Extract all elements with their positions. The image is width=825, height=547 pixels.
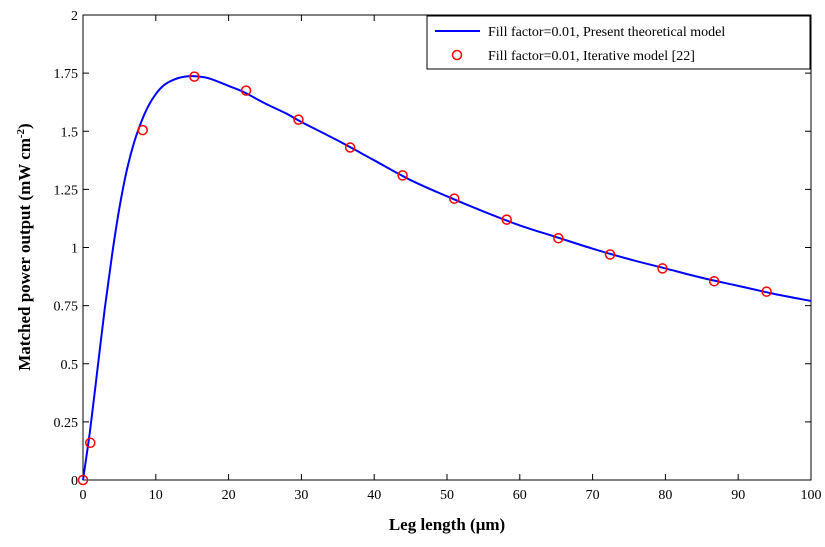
y-tick-label: 0.75 (54, 300, 79, 315)
y-axis-title-main: Matched power output (mW cm (15, 138, 34, 371)
data-point-iterative (761, 286, 772, 297)
legend-marker-swatch (451, 49, 463, 61)
x-tick-label: 80 (658, 488, 672, 503)
data-point-iterative (553, 232, 564, 244)
y-axis-title: Matched power output (mW cm-2) (15, 123, 34, 370)
x-tick-label: 100 (801, 488, 822, 503)
data-point-iterative (137, 124, 148, 136)
x-tick-label: 10 (149, 488, 163, 503)
x-tick-label: 60 (513, 488, 527, 503)
data-point-iterative (708, 275, 720, 287)
axis-ticks: 0 10 20 30 40 50 60 70 80 90 100 0 0.25 0.5 0.75 1 1.25 1… (54, 9, 822, 503)
y-tick-label: 1.5 (61, 125, 79, 140)
legend-box (426, 15, 811, 70)
x-tick-label: 0 (80, 488, 87, 503)
data-point-iterative (657, 263, 668, 274)
data-point-iterative (449, 193, 460, 204)
y-axis-title-superscript: -2 (15, 128, 27, 138)
plot-area (82, 14, 812, 481)
x-tick-label: 30 (294, 488, 308, 503)
data-point-iterative (77, 474, 89, 486)
series-line-theoretical (82, 75, 812, 481)
legend-label-theoretical: Fill factor=0.01, Present theoretical mo… (488, 25, 725, 40)
x-tick-label: 90 (731, 488, 745, 503)
plot-frame (82, 14, 812, 481)
data-point-iterative (344, 142, 356, 153)
y-tick-label: 0 (71, 474, 78, 489)
y-tick-label: 1.25 (54, 183, 79, 198)
series-layer (77, 71, 812, 486)
data-point-iterative (293, 114, 304, 125)
y-tick-label: 2 (71, 9, 78, 24)
data-point-iterative (604, 249, 616, 260)
legend: Fill factor=0.01, Present theoretical mo… (426, 15, 811, 70)
x-axis-title: Leg length (μm) (389, 515, 505, 534)
y-tick-label: 0.25 (54, 416, 79, 431)
data-point-iterative (189, 71, 200, 82)
data-point-iterative (501, 214, 512, 225)
y-tick-label: 1.75 (54, 67, 79, 82)
x-tick-label: 70 (586, 488, 600, 503)
data-point-iterative (397, 170, 408, 181)
y-tick-label: 0.5 (61, 358, 79, 373)
x-tick-label: 40 (367, 488, 381, 503)
y-tick-label: 1 (71, 242, 78, 257)
y-axis-title-close: ) (15, 123, 34, 129)
x-tick-label: 50 (440, 488, 454, 503)
x-tick-label: 20 (222, 488, 236, 503)
legend-label-iterative: Fill factor=0.01, Iterative model [22] (488, 49, 695, 64)
data-point-iterative (85, 437, 96, 449)
data-point-iterative (240, 85, 252, 96)
